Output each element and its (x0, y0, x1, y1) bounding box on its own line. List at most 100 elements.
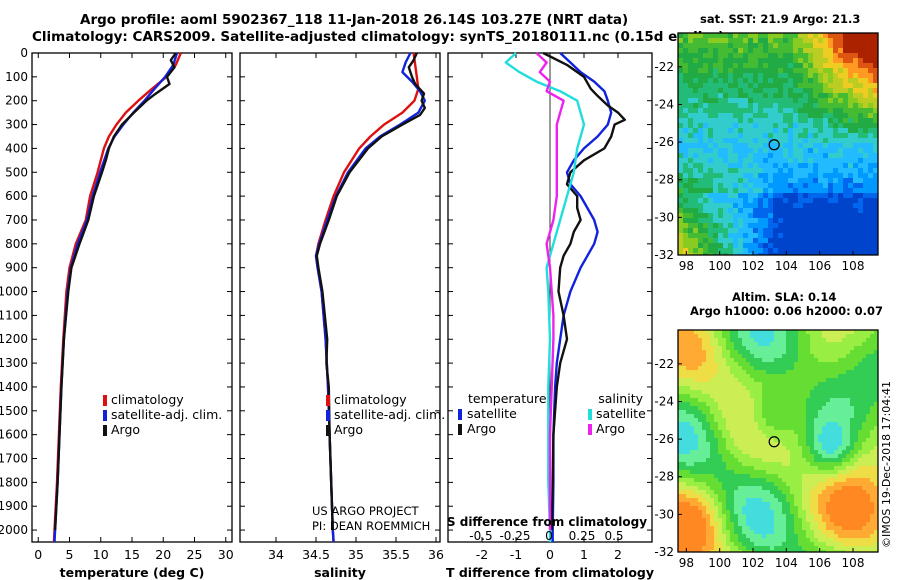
map-cell-sla (802, 466, 807, 471)
map-cell-sla (702, 398, 707, 403)
map-cell-sst (858, 228, 864, 234)
map-cell-sst (748, 88, 754, 94)
map-cell-sst (848, 83, 854, 89)
map-cell-sla (722, 450, 727, 455)
map-cell-sst (848, 158, 854, 164)
map-cell-sst (708, 98, 714, 104)
map-cell-sla (774, 442, 779, 447)
map-cell-sst (773, 73, 779, 79)
map-cell-sla (770, 494, 775, 499)
legend-label-salinity-diff: Argo (596, 421, 625, 436)
map-cell-sla (746, 530, 751, 535)
map-cell-sst (823, 98, 829, 104)
map-cell-sst (773, 158, 779, 164)
map-cell-sst (733, 33, 739, 39)
map-cell-sla (862, 386, 867, 391)
map-cell-sla (698, 502, 703, 507)
map-cell-sla (758, 394, 763, 399)
map-cell-sla (814, 442, 819, 447)
map-cell-sla (706, 530, 711, 535)
map-cell-sst (828, 123, 834, 129)
map-cell-sla (758, 350, 763, 355)
map-cell-sst (868, 33, 874, 39)
map-cell-sla (858, 466, 863, 471)
map-cell-sla (846, 362, 851, 367)
map-cell-sla (790, 382, 795, 387)
map-cell-sst (753, 173, 759, 179)
map-cell-sst (838, 38, 844, 44)
map-cell-sst (823, 53, 829, 59)
map-cell-sla (786, 338, 791, 343)
map-cell-sla (858, 382, 863, 387)
map-cell-sst (768, 98, 774, 104)
map-cell-sla (782, 490, 787, 495)
map-cell-sla (794, 342, 799, 347)
map-cell-sla (738, 390, 743, 395)
map-cell-sla (738, 510, 743, 515)
map-cell-sst (853, 208, 859, 214)
map-cell-sst (863, 123, 869, 129)
map-cell-sla (786, 498, 791, 503)
map-cell-sla (698, 526, 703, 531)
map-cell-sla (734, 454, 739, 459)
map-cell-sst (683, 203, 689, 209)
map-cell-sla (874, 530, 879, 535)
map-cell-sla (758, 538, 763, 543)
map-cell-sla (858, 406, 863, 411)
map-cell-sla (770, 406, 775, 411)
map-cell-sla (814, 534, 819, 539)
map-cell-sla (742, 446, 747, 451)
map-cell-sla (706, 522, 711, 527)
map-cell-sla (738, 450, 743, 455)
map-cell-sla (778, 450, 783, 455)
map-cell-sla (798, 346, 803, 351)
map-cell-sla (834, 466, 839, 471)
map-cell-sla (790, 522, 795, 527)
map-cell-sla (698, 450, 703, 455)
map-cell-sla (774, 414, 779, 419)
map-cell-sst (773, 93, 779, 99)
map-cell-sla (694, 478, 699, 483)
map-cell-sla (794, 338, 799, 343)
map-cell-sla (706, 542, 711, 547)
map-cell-sst (873, 73, 879, 79)
map-cell-sla (866, 402, 871, 407)
map-cell-sst (813, 118, 819, 124)
map-cell-sla (758, 510, 763, 515)
map-cell-sla (782, 530, 787, 535)
map-cell-sst (818, 43, 824, 49)
map-cell-sla (754, 362, 759, 367)
map-cell-sla (814, 470, 819, 475)
map-cell-sst (763, 98, 769, 104)
map-cell-sst (803, 53, 809, 59)
map-cell-sla (686, 410, 691, 415)
map-cell-sst (803, 103, 809, 109)
map-cell-sla (726, 418, 731, 423)
map-cell-sst (833, 138, 839, 144)
map-cell-sla (710, 374, 715, 379)
map-cell-sla (726, 546, 731, 551)
map-cell-sst (728, 153, 734, 159)
map-cell-sst (823, 118, 829, 124)
legend-label-salinity: Argo (334, 422, 363, 437)
map-cell-sst (703, 248, 709, 254)
map-cell-sla (734, 390, 739, 395)
project-credit-line1: US ARGO PROJECT (312, 504, 420, 518)
map-cell-sla (778, 426, 783, 431)
map-cell-sst (843, 253, 849, 256)
map-cell-sst (778, 43, 784, 49)
map-cell-sla (858, 522, 863, 527)
map-cell-sla (858, 490, 863, 495)
map-cell-sla (746, 550, 751, 553)
map-cell-sst (843, 208, 849, 214)
map-cell-sla (690, 502, 695, 507)
map-cell-sla (730, 538, 735, 543)
map-cell-sla (766, 494, 771, 499)
map-cell-sst (783, 63, 789, 69)
map-cell-sla (726, 458, 731, 463)
map-cell-sst (858, 188, 864, 194)
map-cell-sst (818, 208, 824, 214)
map-cell-sla (786, 478, 791, 483)
map-cell-sla (810, 478, 815, 483)
map-cell-sst (798, 248, 804, 254)
